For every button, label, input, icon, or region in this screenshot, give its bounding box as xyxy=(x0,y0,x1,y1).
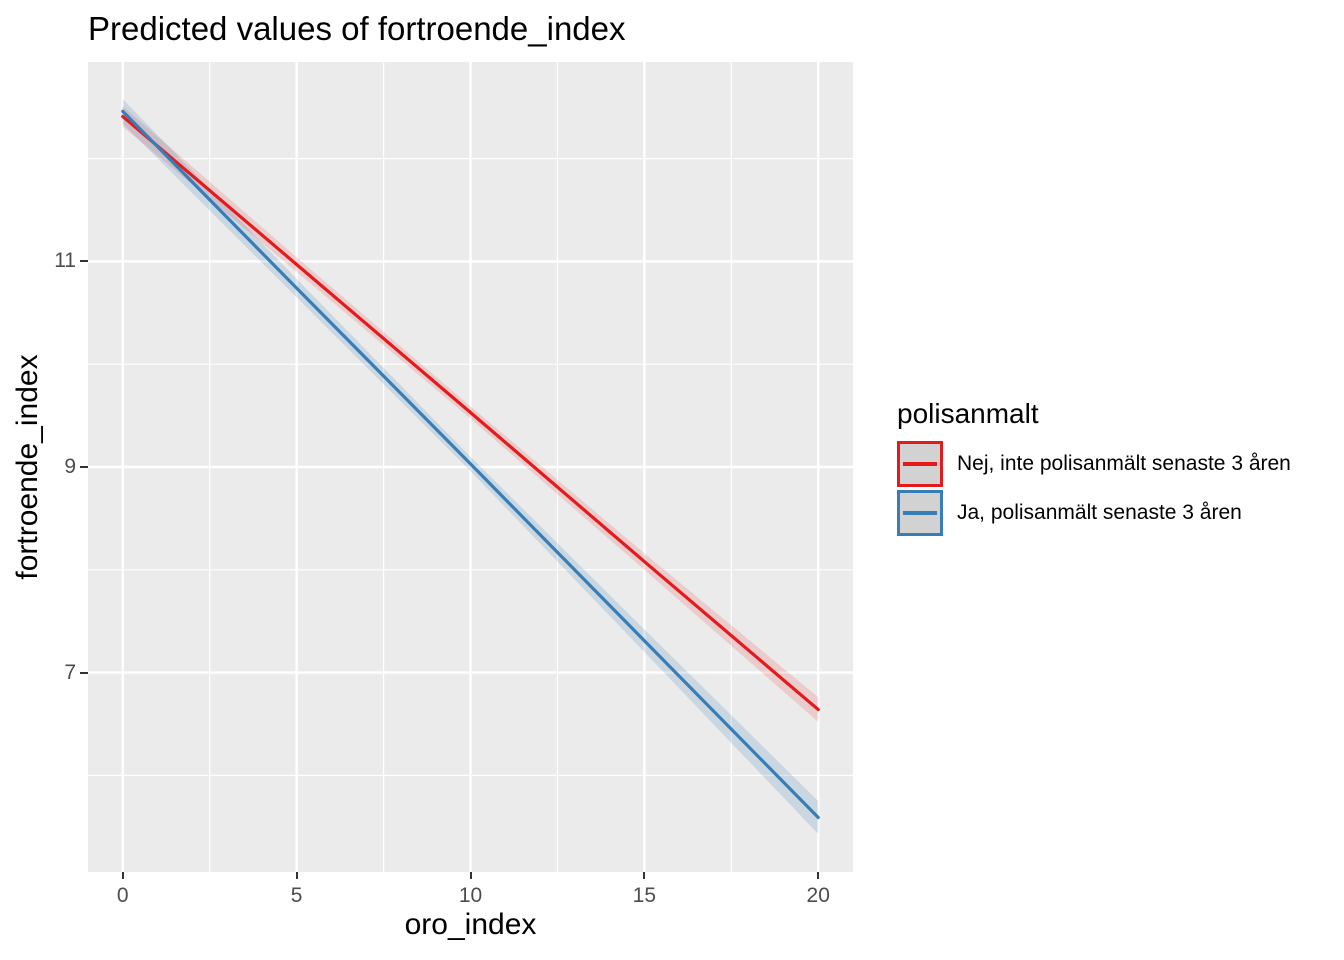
plot-panel xyxy=(88,62,853,872)
legend-item-ja: Ja, polisanmält senaste 3 åren xyxy=(897,490,1291,536)
x-tick-mark xyxy=(121,872,124,879)
x-tick-mark xyxy=(295,872,298,879)
y-axis-title: fortroende_index xyxy=(11,354,44,580)
y-tick-label: 7 xyxy=(64,660,76,684)
y-tick-label: 9 xyxy=(64,455,76,478)
x-axis-title: oro_index xyxy=(404,908,537,941)
y-tick-label: 11 xyxy=(54,249,76,273)
x-tick-label: 15 xyxy=(632,884,657,907)
x-tick-mark xyxy=(469,872,472,879)
blue-line-icon xyxy=(903,511,937,515)
y-tick-mark xyxy=(80,466,88,468)
y-tick-mark xyxy=(80,260,88,263)
legend-key-blue-ribbon-icon xyxy=(897,490,943,536)
blue-prediction-line xyxy=(121,109,820,820)
blue-confidence-ribbon xyxy=(122,99,819,834)
legend: polisanmalt Nej, inte polisanmält senast… xyxy=(897,399,1291,539)
x-tick-mark xyxy=(817,872,820,879)
red-line-icon xyxy=(903,462,937,466)
legend-item-nej: Nej, inte polisanmält senaste 3 åren xyxy=(897,441,1291,487)
y-tick-mark xyxy=(80,671,88,674)
legend-label: Nej, inte polisanmält senaste 3 åren xyxy=(957,452,1291,475)
legend-label: Ja, polisanmält senaste 3 åren xyxy=(957,501,1242,524)
x-tick-label: 20 xyxy=(806,884,830,907)
x-tick-label: 10 xyxy=(458,884,483,907)
x-tick-mark xyxy=(643,872,646,879)
x-tick-label: 5 xyxy=(290,884,303,907)
plot-title: Predicted values of fortroende_index xyxy=(88,10,626,47)
x-tick-label: 0 xyxy=(116,884,129,907)
red-prediction-line xyxy=(121,114,820,712)
legend-title: polisanmalt xyxy=(897,398,1039,429)
legend-key-red-ribbon-icon xyxy=(897,441,943,487)
plot-canvas xyxy=(88,62,853,872)
